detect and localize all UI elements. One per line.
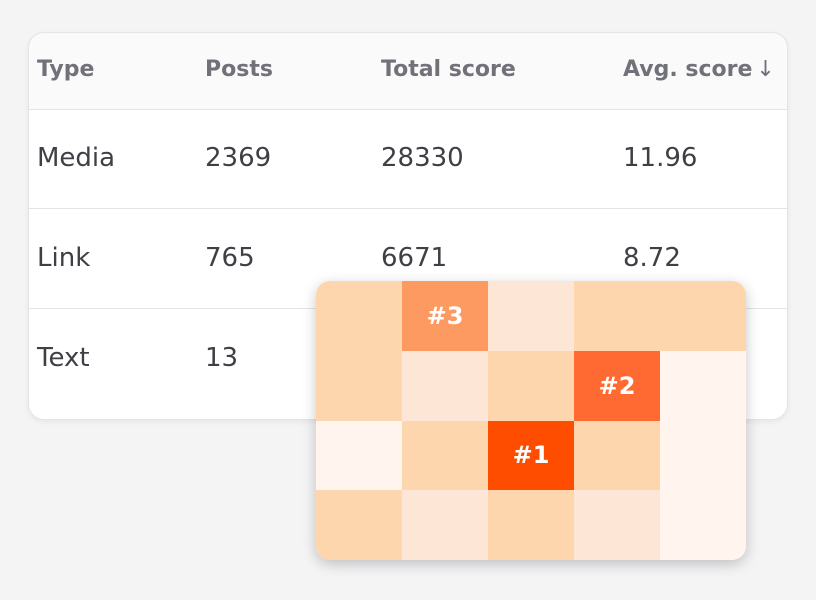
- cell-total-score: 28330: [381, 143, 464, 173]
- heatmap-cell[interactable]: [488, 281, 574, 351]
- heatmap-cell[interactable]: [660, 281, 746, 351]
- heatmap-cell[interactable]: [488, 490, 574, 560]
- heatmap-cell[interactable]: [402, 350, 488, 421]
- column-header-avg-score-label: Avg. score: [623, 57, 753, 82]
- table-row: Text 13: [29, 309, 787, 409]
- cell-avg-score: 11.96: [623, 143, 698, 173]
- heatmap-cell[interactable]: [402, 420, 488, 491]
- cell-posts: 765: [205, 243, 255, 273]
- heatmap-cell[interactable]: [574, 420, 660, 491]
- arrow-down-icon: ↓: [756, 57, 775, 82]
- table-row: Media 2369 28330 11.96: [29, 109, 787, 209]
- cell-posts: 2369: [205, 143, 272, 173]
- cell-posts: 13: [205, 343, 239, 373]
- heatmap-cell[interactable]: [660, 350, 746, 421]
- heatmap-cell[interactable]: [574, 490, 660, 560]
- stats-table: Type Posts Total score Avg. score ↓ Media…: [28, 32, 788, 420]
- cell-avg-score: 8.72: [623, 243, 681, 273]
- heatmap-cell[interactable]: [660, 490, 746, 560]
- heatmap-cell[interactable]: [402, 490, 488, 560]
- heatmap-cell-ranked[interactable]: #1: [488, 420, 574, 491]
- heatmap-overlay: #3 #2 #1: [316, 281, 746, 560]
- cell-total-score: 6671: [381, 243, 448, 273]
- table-header: Type Posts Total score Avg. score ↓: [29, 33, 787, 110]
- column-header-type[interactable]: Type: [37, 57, 95, 82]
- heatmap-cell-ranked[interactable]: #2: [574, 350, 660, 421]
- column-header-avg-score[interactable]: Avg. score ↓: [623, 57, 775, 82]
- heatmap-cell[interactable]: [488, 350, 574, 421]
- cell-type: Text: [37, 343, 90, 373]
- heatmap-cell[interactable]: [574, 281, 660, 351]
- column-header-total-score[interactable]: Total score: [381, 57, 516, 82]
- cell-type: Media: [37, 143, 116, 173]
- cell-type: Link: [37, 243, 91, 273]
- heatmap-cell-ranked[interactable]: #3: [402, 281, 488, 351]
- heatmap-cell[interactable]: [316, 350, 402, 421]
- heatmap-cell[interactable]: [316, 420, 402, 491]
- column-header-posts[interactable]: Posts: [205, 57, 273, 82]
- heatmap-cell[interactable]: [660, 420, 746, 491]
- heatmap-cell[interactable]: [316, 490, 402, 560]
- heatmap-cell[interactable]: [316, 281, 402, 351]
